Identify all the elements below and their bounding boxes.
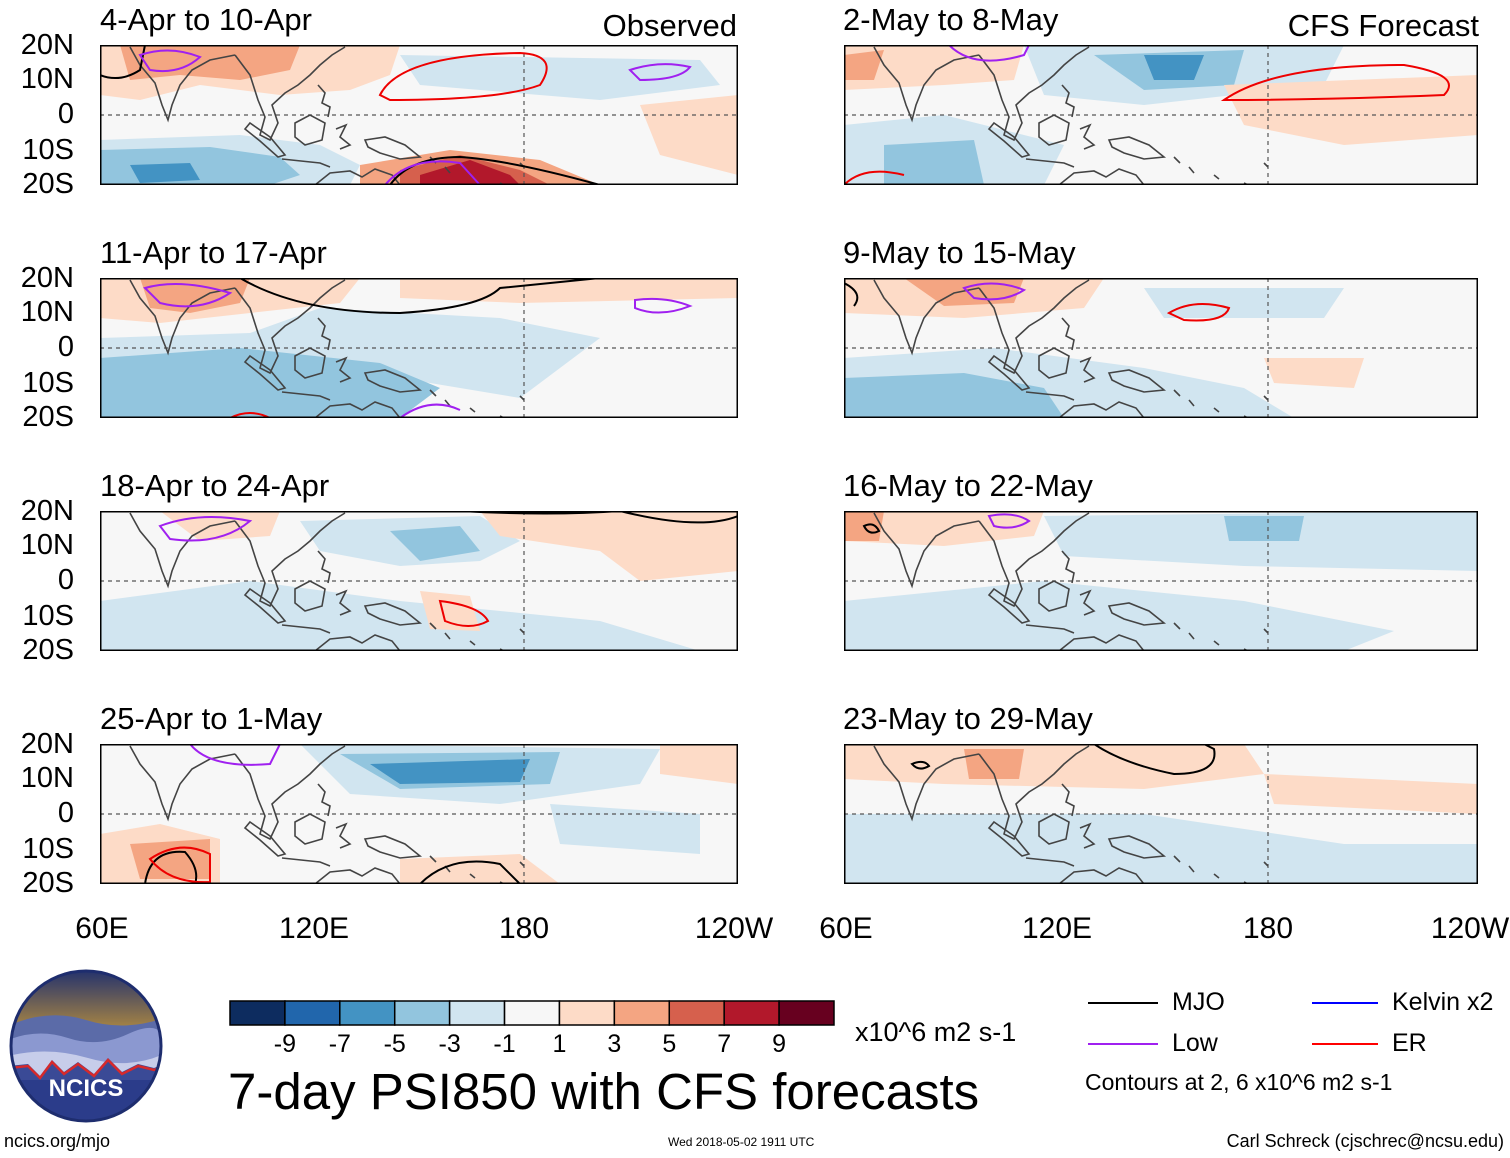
legend-label-mjo: MJO [1172, 988, 1225, 1016]
panel-title: 18-Apr to 24-Apr [100, 468, 330, 503]
map-panel [100, 744, 738, 884]
panel-title: 2-May to 8-May [843, 2, 1059, 37]
panel-title: 4-Apr to 10-Apr [100, 2, 312, 37]
colorbar-tick-label: -9 [273, 1030, 297, 1058]
map-panel [844, 744, 1478, 884]
colorbar-tick-label: 9 [772, 1030, 787, 1058]
panel-title: 9-May to 15-May [843, 235, 1076, 270]
map-panel [844, 45, 1478, 185]
lat-label: 0 [57, 564, 74, 596]
colorbar [229, 1000, 835, 1026]
colorbar-swatch [668, 1000, 725, 1026]
legend-line-low [1088, 1043, 1158, 1045]
colorbar-swatch [339, 1000, 396, 1026]
footer-timestamp: Wed 2018-05-02 1911 UTC [668, 1135, 815, 1149]
lat-label: 10N [20, 529, 74, 561]
lat-label: 10S [22, 600, 74, 632]
lat-label: 0 [57, 331, 74, 363]
colorbar-swatch [393, 1000, 451, 1026]
lat-label: 0 [57, 797, 74, 829]
map-panel [100, 278, 738, 418]
lon-label: 120E [1021, 912, 1093, 945]
footer-credit: Carl Schreck (cjschrec@ncsu.edu) [1226, 1131, 1504, 1151]
panel-label-cfs-forecast: CFS Forecast [1287, 8, 1479, 43]
colorbar-tick-label: -1 [493, 1030, 516, 1058]
lat-label: 20S [22, 634, 74, 666]
map-panel [844, 278, 1478, 418]
legend-note: Contours at 2, 6 x10^6 m2 s-1 [1085, 1069, 1393, 1095]
map-panel [844, 511, 1478, 651]
colorbar-units: x10^6 m2 s-1 [855, 1017, 1017, 1047]
legend-line-kelvin [1312, 1002, 1378, 1004]
colorbar-swatch [229, 1000, 286, 1026]
footer-url[interactable]: ncics.org/mjo [4, 1131, 111, 1151]
colorbar-swatch [613, 1000, 671, 1026]
panel-title: 23-May to 29-May [843, 701, 1093, 736]
lat-label: 0 [57, 98, 74, 130]
lat-label: 20S [22, 168, 74, 200]
lat-label: 20N [20, 262, 74, 294]
lon-label: 180 [498, 912, 550, 945]
lon-label: 120W [694, 912, 774, 945]
lat-label: 20S [22, 401, 74, 433]
map-panel [100, 511, 738, 651]
lat-label: 10N [20, 296, 74, 328]
colorbar-tick-label: 7 [717, 1030, 732, 1058]
lat-label: 10S [22, 367, 74, 399]
lat-label: 20S [22, 867, 74, 899]
main-title: 7-day PSI850 with CFS forecasts [228, 1063, 980, 1120]
colorbar-tick-label: -3 [438, 1030, 461, 1058]
lon-label: 60E [819, 912, 873, 945]
panel-title: 25-Apr to 1-May [100, 701, 323, 736]
legend-line-mjo [1088, 1002, 1158, 1004]
legend-label-low: Low [1172, 1029, 1218, 1057]
colorbar-swatch [448, 1000, 506, 1026]
colorbar-tick-label: 5 [662, 1030, 677, 1058]
ncics-logo: NCICS [9, 969, 163, 1123]
colorbar-swatch [558, 1000, 616, 1026]
panel-title: 16-May to 22-May [843, 468, 1093, 503]
lat-label: 10N [20, 762, 74, 794]
map-panel [100, 45, 738, 185]
legend-line-er [1312, 1043, 1378, 1045]
lat-label: 20N [20, 495, 74, 527]
colorbar-swatch [284, 1000, 341, 1026]
lat-label: 10N [20, 63, 74, 95]
lon-label: 60E [75, 912, 129, 945]
colorbar-swatch [723, 1000, 780, 1026]
panel-label-observed: Observed [602, 8, 737, 43]
legend-label-kelvin: Kelvin x2 [1392, 988, 1494, 1016]
colorbar-tick-label: -7 [328, 1030, 351, 1058]
logo-text: NCICS [49, 1075, 124, 1102]
lat-label: 10S [22, 134, 74, 166]
lon-label: 120W [1430, 912, 1510, 945]
colorbar-tick-label: 3 [607, 1030, 622, 1058]
panel-title: 11-Apr to 17-Apr [100, 235, 327, 270]
colorbar-tick-label: -5 [383, 1030, 406, 1058]
colorbar-tick-label: 1 [552, 1030, 567, 1058]
colorbar-swatch [503, 1000, 561, 1026]
lat-label: 20N [20, 29, 74, 61]
lon-label: 180 [1242, 912, 1294, 945]
lat-label: 20N [20, 728, 74, 760]
colorbar-swatch [778, 1000, 835, 1026]
legend-label-er: ER [1392, 1029, 1427, 1057]
lon-label: 120E [278, 912, 350, 945]
lat-label: 10S [22, 833, 74, 865]
